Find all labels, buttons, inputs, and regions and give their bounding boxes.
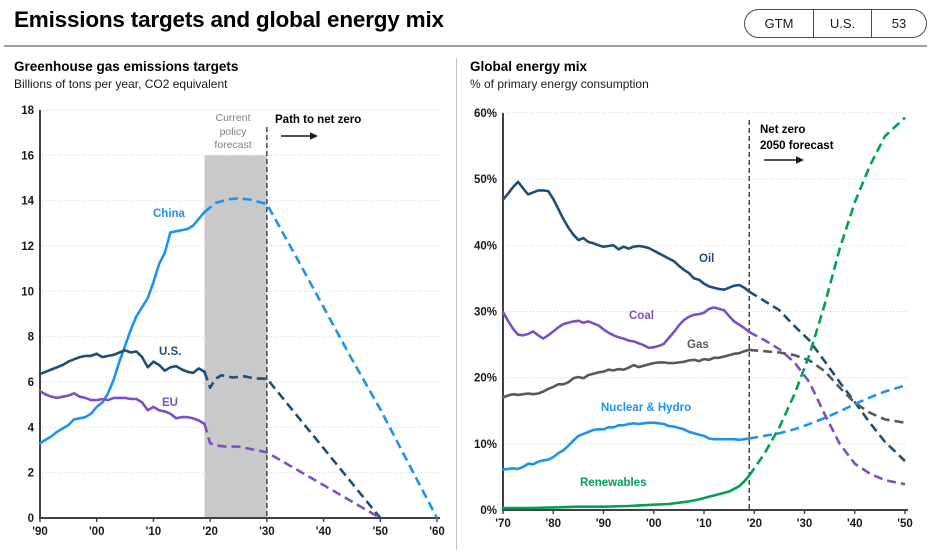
badge-page-number: 53 (871, 10, 926, 37)
emissions-chart-subtitle: Billions of tons per year, CO2 equivalen… (14, 77, 228, 91)
energy-mix-chart-subtitle: % of primary energy consumption (470, 77, 649, 91)
series-line-u-s- (38, 349, 206, 376)
series-line-china (38, 210, 206, 445)
series-label-renewables: Renewables (580, 477, 647, 489)
series-forecast-u-s- (203, 371, 382, 519)
x-tick-label: '10 (146, 526, 162, 538)
path-to-net-zero-label: Path to net zero (275, 114, 362, 126)
x-tick-label: '50 (897, 518, 913, 530)
series-label-nuclear-hydro: Nuclear & Hydro (601, 402, 692, 414)
series-forecast-coal (748, 330, 906, 486)
energy-mix-chart: 0% 10% 20% 30% 40% 50% 60% '70 '80 '90 '00 '10 '20 '3… (474, 108, 913, 530)
x-tick-label: '10 (696, 518, 712, 530)
x-tick-label: '30 (797, 518, 813, 530)
x-tick-label: '30 (259, 526, 275, 538)
y-tick-label: 0% (480, 505, 497, 517)
y-tick-label: 4 (28, 422, 35, 434)
series-forecast-renewables (748, 116, 906, 477)
emissions-chart: 0 2 4 6 8 10 12 14 16 18 '90 '00 '10 '20 '30 '40 '50 '60 (21, 105, 445, 538)
y-tick-label: 2 (28, 468, 34, 480)
badge-gtm: GTM (764, 16, 794, 31)
series-line-coal (501, 306, 751, 350)
net-zero-2050-forecast-label: Net zero 2050 forecast (760, 124, 834, 152)
x-tick-label: '50 (373, 526, 389, 538)
y-tick-label: 40% (474, 240, 497, 252)
series-label-oil: Oil (699, 253, 715, 265)
series-line-renewables (501, 474, 751, 510)
series-line-nuclear-hydro (501, 421, 751, 471)
series-label-us: U.S. (159, 346, 182, 358)
y-tick-label: 14 (21, 196, 34, 208)
series-forecast-eu (203, 423, 381, 520)
y-tick-label: 10% (474, 439, 497, 451)
y-tick-label: 0 (28, 513, 34, 525)
forecast-arrow-head (310, 132, 318, 140)
x-tick-label: '20 (202, 526, 218, 538)
panel-divider (456, 58, 457, 550)
y-tick-label: 16 (21, 150, 34, 162)
y-tick-label: 8 (28, 332, 35, 344)
current-policy-band (204, 155, 267, 519)
forecast-arrow-head (796, 156, 804, 164)
x-tick-label: '00 (646, 518, 662, 530)
y-tick-label: 30% (474, 307, 497, 319)
y-tick-label: 20% (474, 373, 497, 385)
page-title: Emissions targets and global energy mix (14, 7, 444, 32)
x-tick-label: '40 (847, 518, 863, 530)
y-tick-label: 50% (474, 174, 497, 186)
series-forecast-oil (748, 290, 906, 462)
badge-region: U.S. (813, 10, 871, 37)
x-tick-label: '70 (495, 518, 511, 530)
y-tick-label: 60% (474, 108, 497, 120)
series-line-gas (501, 348, 751, 399)
slide-tag-pill: GTM U.S. 53 (744, 9, 927, 38)
series-line-eu (38, 389, 206, 426)
x-tick-label: '20 (746, 518, 762, 530)
y-tick-label: 12 (21, 241, 34, 253)
header-divider (4, 45, 927, 47)
series-line-oil (501, 180, 751, 293)
x-tick-label: '90 (32, 526, 48, 538)
x-tick-label: '40 (316, 526, 332, 538)
energy-mix-chart-title: Global energy mix (470, 59, 588, 74)
y-tick-label: 6 (28, 377, 34, 389)
x-tick-label: '80 (545, 518, 561, 530)
x-tick-label: '90 (596, 518, 612, 530)
current-policy-forecast-label: Current policy forecast (214, 112, 252, 152)
series-forecast-nuclear-hydro (748, 384, 906, 440)
series-label-gas: Gas (687, 339, 709, 351)
x-tick-label: '00 (89, 526, 105, 538)
series-label-china: China (153, 208, 185, 220)
series-label-coal: Coal (629, 310, 654, 322)
series-label-eu: EU (162, 397, 178, 409)
y-tick-label: 10 (21, 286, 34, 298)
series-forecast-gas (749, 348, 906, 424)
emissions-chart-title: Greenhouse gas emissions targets (14, 59, 239, 74)
series-forecast-china (203, 197, 439, 519)
y-tick-label: 18 (21, 105, 34, 117)
x-tick-label: '60 (429, 526, 445, 538)
